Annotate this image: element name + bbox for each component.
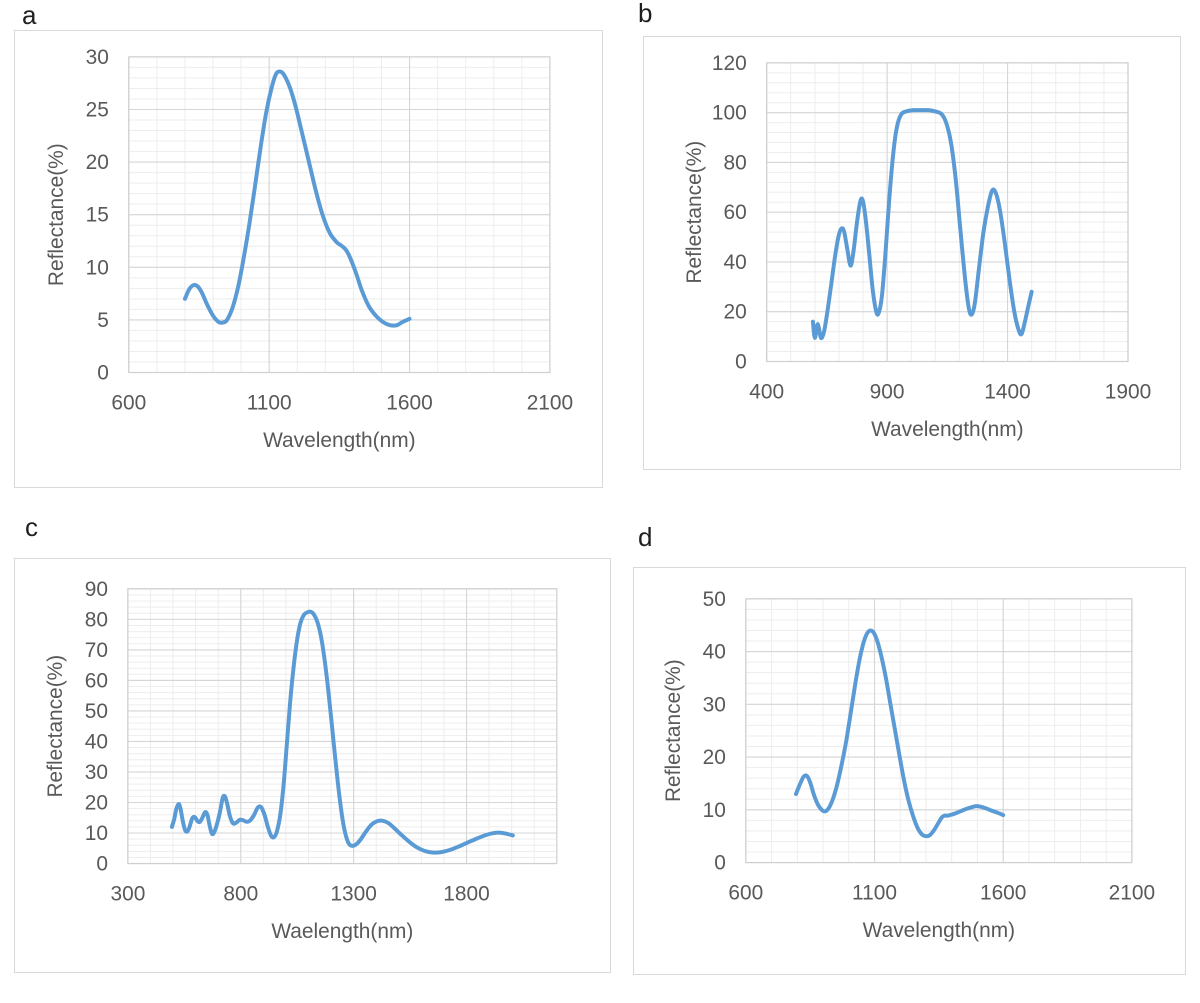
x-tick-label: 1300 xyxy=(330,882,376,905)
y-tick-label: 20 xyxy=(703,746,726,769)
y-tick-label: 40 xyxy=(724,251,747,274)
plot-border xyxy=(127,588,558,865)
x-tick-label: 1400 xyxy=(984,380,1030,403)
y-tick-label: 80 xyxy=(85,608,108,631)
y-tick-label: 90 xyxy=(85,578,108,601)
y-tick-label: 50 xyxy=(85,700,108,723)
series-line-reflectance xyxy=(794,628,1006,839)
chart-panel-b: 400 900 1400 1900 0 20 40 60 80 100 120 Wavelength(… xyxy=(643,36,1181,470)
y-tick-label: 120 xyxy=(712,52,747,75)
panel-label-d: d xyxy=(638,522,653,552)
line-chart-a: 600 1100 1600 2100 0 5 10 15 20 25 30 Wavelength(nm… xyxy=(45,46,573,452)
x-axis-title: Wavelength(nm) xyxy=(871,418,1023,441)
y-tick-label: 10 xyxy=(703,799,726,822)
x-tick-label: 600 xyxy=(728,881,763,904)
x-tick-label: 1100 xyxy=(247,391,292,414)
line-chart-b: 400 900 1400 1900 0 20 40 60 80 100 120 Wavelength(… xyxy=(683,52,1151,441)
series-line-reflectance xyxy=(810,108,1034,341)
x-tick-label: 400 xyxy=(749,380,784,403)
y-axis-title: Reflectance(%) xyxy=(45,143,68,286)
y-tick-label: 20 xyxy=(86,151,109,174)
y-tick-label: 30 xyxy=(86,46,109,69)
y-tick-label: 100 xyxy=(712,102,747,125)
x-tick-label: 1800 xyxy=(443,882,489,905)
y-tick-label: 70 xyxy=(85,639,108,662)
series-line-reflectance xyxy=(182,69,412,328)
y-tick-label: 10 xyxy=(85,822,108,845)
plot-border xyxy=(766,62,1129,363)
y-tick-label: 80 xyxy=(724,151,747,174)
x-axis-title: Wavelength(nm) xyxy=(263,429,415,452)
x-tick-label: 1600 xyxy=(980,881,1026,904)
y-tick-label: 30 xyxy=(703,693,726,716)
x-tick-label: 600 xyxy=(111,391,146,414)
y-tick-label: 0 xyxy=(735,350,747,373)
x-tick-label: 1600 xyxy=(386,391,432,414)
y-tick-label: 40 xyxy=(85,730,108,753)
panel-label-c: c xyxy=(25,512,38,542)
line-chart-d: 600 1100 1600 2100 0 10 20 30 40 50 Wavelength(nm)… xyxy=(662,588,1155,942)
y-tick-label: 0 xyxy=(96,852,108,875)
y-tick-label: 20 xyxy=(85,791,108,814)
x-tick-label: 900 xyxy=(870,380,905,403)
panel-label-a: a xyxy=(22,0,37,30)
y-axis-title: Reflectance(%) xyxy=(44,655,67,798)
y-axis-title: Reflectance(%) xyxy=(662,659,685,802)
plot-border xyxy=(128,56,551,374)
y-tick-label: 5 xyxy=(97,309,109,332)
y-tick-label: 25 xyxy=(86,98,109,121)
chart-panel-a: 600 1100 1600 2100 0 5 10 15 20 25 30 Wavelength(nm… xyxy=(14,30,603,488)
chart-panel-c: 300 800 1300 1800 0 10 20 30 40 50 60 70 80 90 Waeleng… xyxy=(14,558,611,973)
y-tick-label: 50 xyxy=(703,588,726,611)
y-tick-label: 0 xyxy=(97,361,109,384)
line-chart-c: 300 800 1300 1800 0 10 20 30 40 50 60 70 80 90 Waeleng… xyxy=(44,578,558,943)
x-tick-label: 1100 xyxy=(852,881,897,904)
y-tick-label: 15 xyxy=(86,204,109,227)
chart-panel-d: 600 1100 1600 2100 0 10 20 30 40 50 Wavelength(nm)… xyxy=(633,567,1186,975)
y-tick-label: 60 xyxy=(85,669,108,692)
x-axis-title: Wavelength(nm) xyxy=(863,919,1015,942)
y-tick-label: 60 xyxy=(724,201,747,224)
x-tick-label: 1900 xyxy=(1105,380,1151,403)
y-tick-label: 0 xyxy=(714,852,726,875)
x-tick-label: 800 xyxy=(223,882,258,905)
x-tick-label: 2100 xyxy=(527,391,573,414)
x-tick-label: 2100 xyxy=(1109,881,1155,904)
y-tick-label: 30 xyxy=(85,761,108,784)
y-tick-label: 20 xyxy=(724,301,747,324)
y-tick-label: 40 xyxy=(703,641,726,664)
y-axis-title: Reflectance(%) xyxy=(683,141,706,284)
series-line-reflectance xyxy=(169,609,515,855)
plot-border xyxy=(745,598,1133,864)
y-tick-label: 10 xyxy=(86,256,109,279)
x-axis-title: Waelength(nm) xyxy=(271,920,413,943)
panel-label-b: b xyxy=(638,0,653,28)
x-tick-label: 300 xyxy=(110,882,145,905)
